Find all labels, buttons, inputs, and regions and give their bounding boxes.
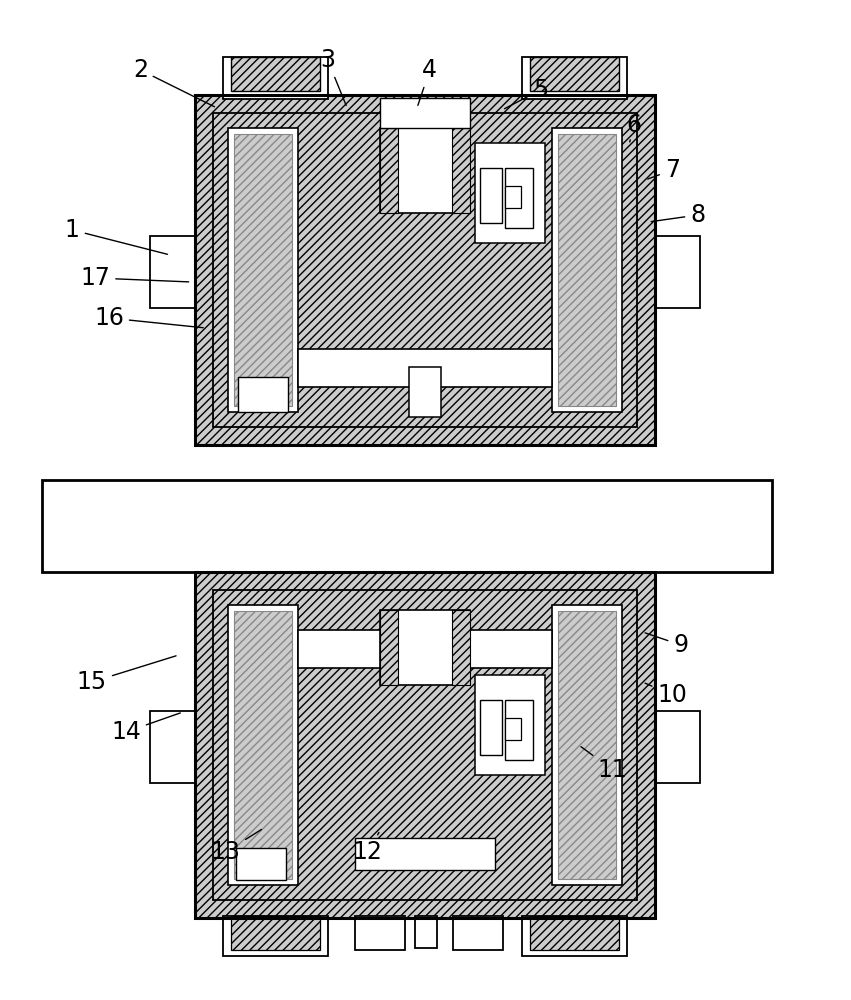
Bar (150, 236, 195, 308)
Bar (558, 134, 616, 406)
Bar (522, 57, 627, 99)
Text: 5: 5 (505, 78, 548, 109)
Bar (238, 377, 288, 412)
Bar (213, 590, 637, 900)
Bar (228, 605, 298, 885)
Text: 17: 17 (80, 266, 189, 290)
Text: 15: 15 (77, 656, 176, 694)
Bar (380, 610, 470, 685)
Bar (475, 675, 545, 775)
Bar (505, 718, 521, 740)
Text: 16: 16 (94, 306, 203, 330)
Bar (150, 711, 195, 783)
Text: 14: 14 (111, 713, 180, 744)
Bar (195, 572, 655, 918)
Text: 12: 12 (352, 832, 383, 864)
Text: 7: 7 (648, 158, 680, 182)
Bar (655, 236, 700, 308)
Bar (380, 98, 470, 128)
Bar (236, 848, 286, 880)
Bar (505, 700, 533, 760)
Bar (380, 128, 470, 213)
Text: 10: 10 (645, 683, 688, 707)
Bar (530, 916, 619, 950)
Bar (42, 480, 772, 572)
Bar (505, 168, 533, 228)
Bar (195, 572, 655, 918)
Bar (452, 610, 470, 685)
Bar (530, 57, 619, 91)
Bar (453, 916, 503, 950)
Bar (234, 134, 292, 406)
Text: 3: 3 (320, 48, 346, 105)
Bar (195, 95, 655, 445)
Bar (505, 186, 521, 208)
Bar (355, 916, 405, 950)
Bar (480, 700, 502, 755)
Bar (415, 916, 437, 948)
Text: 4: 4 (418, 58, 437, 105)
Bar (195, 95, 655, 445)
Bar (298, 630, 552, 668)
Bar (475, 143, 545, 243)
Bar (452, 128, 470, 213)
Text: 6: 6 (626, 113, 642, 142)
Bar (228, 128, 298, 412)
Bar (234, 611, 292, 879)
Text: 9: 9 (645, 633, 688, 657)
Text: 11: 11 (581, 747, 627, 782)
Bar (223, 916, 328, 956)
Bar (355, 838, 495, 870)
Bar (552, 128, 622, 412)
Bar (380, 128, 398, 213)
Text: 2: 2 (133, 58, 214, 107)
Bar (231, 916, 320, 950)
Bar (380, 610, 398, 685)
Bar (552, 605, 622, 885)
Bar (655, 711, 700, 783)
Bar (522, 916, 627, 956)
Bar (298, 349, 552, 387)
Text: 8: 8 (651, 203, 705, 227)
Bar (558, 611, 616, 879)
Bar (223, 57, 328, 99)
Bar (480, 168, 502, 223)
Bar (231, 57, 320, 91)
Bar (409, 367, 441, 417)
Text: 1: 1 (65, 218, 168, 254)
Bar (213, 113, 637, 427)
Text: 13: 13 (210, 829, 261, 864)
